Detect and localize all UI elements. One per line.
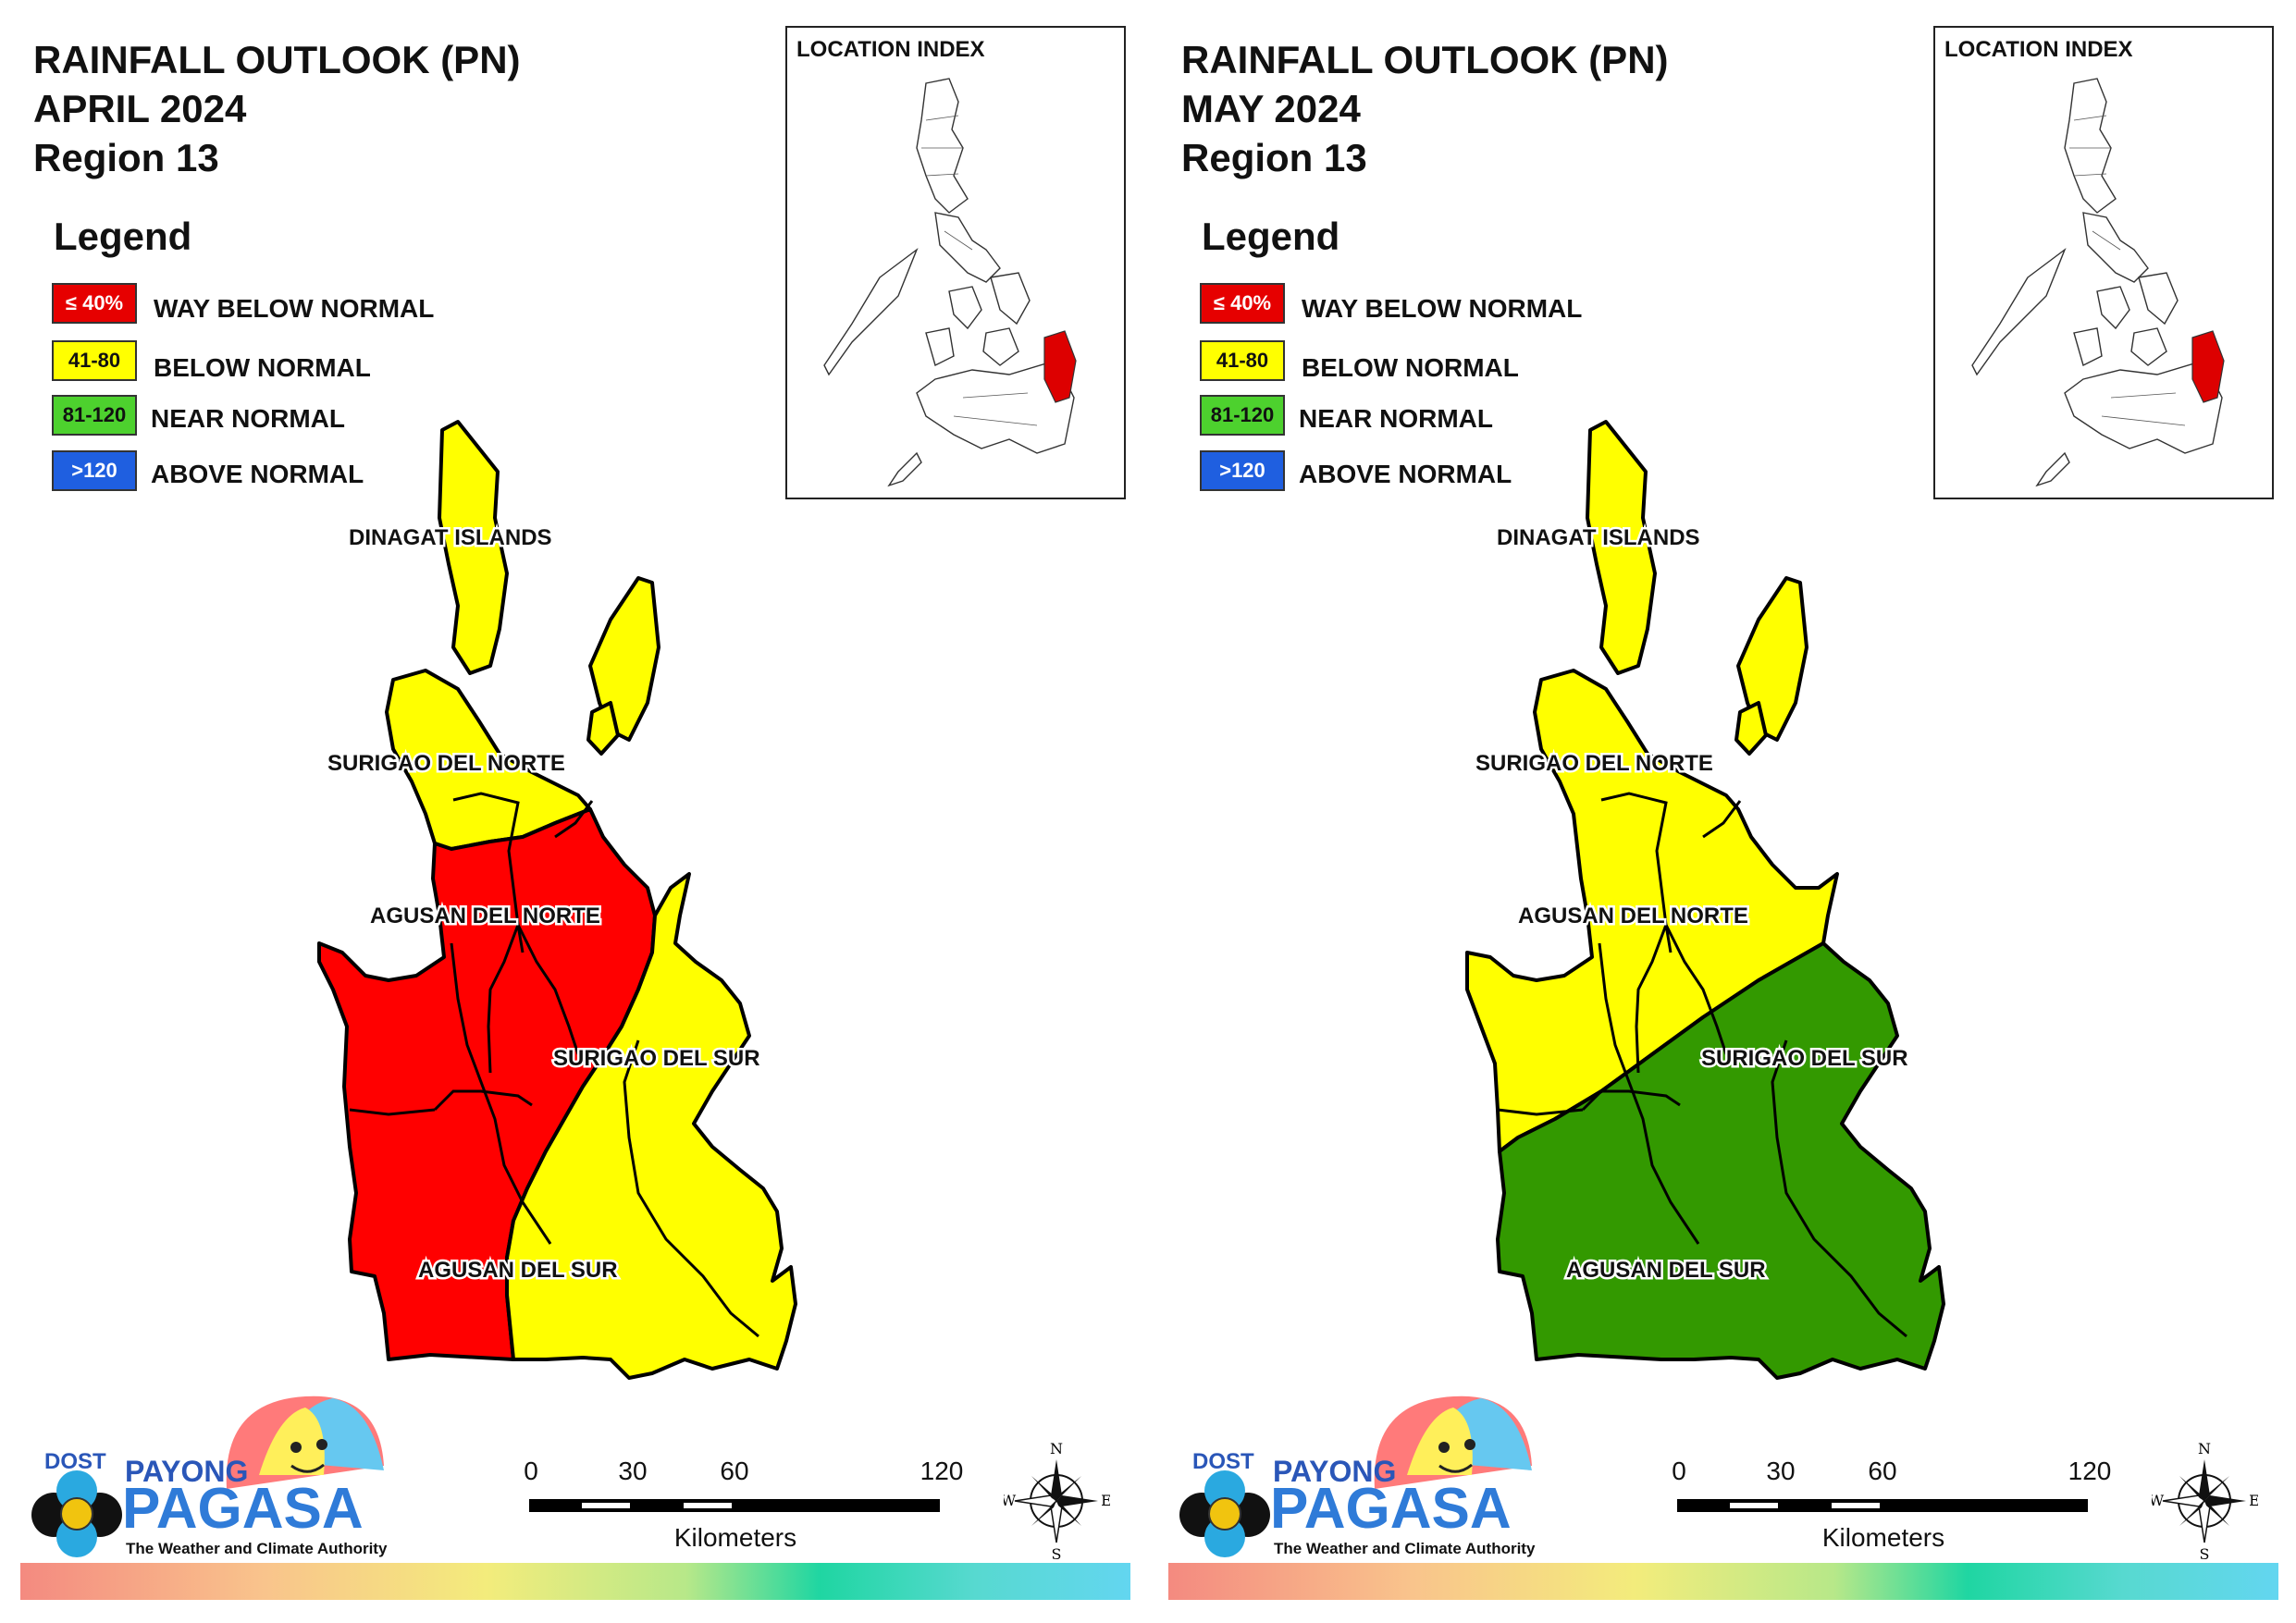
legend-swatch: 41-80 [52,340,137,381]
scale-tick-120: 120 [2068,1457,2112,1485]
compass-rose-icon: N S E W [1004,1441,1110,1561]
label-surigao-del-norte: SURIGAO DEL NORTE [1475,751,1713,776]
label-surigao-del-norte: SURIGAO DEL NORTE [327,751,565,776]
legend-title: Legend [1202,215,1340,258]
location-index-box: LOCATION INDEX [1933,26,2274,499]
scale-bar: 0 30 60 120 Kilometers [1666,1457,2129,1558]
title-month: MAY 2024 [1181,87,1361,130]
legend-swatch: 81-120 [52,395,137,436]
scale-tick-0: 0 [524,1457,538,1485]
footer-gradient-bar [1168,1563,2278,1600]
legend-swatch: ≤ 40% [52,283,137,324]
region-13-highlight [2191,330,2225,403]
dinagat-island [438,420,509,675]
footer-gradient-bar [20,1563,1130,1600]
panel-april: RAINFALL OUTLOOK (PN) APRIL 2024 Region … [20,26,1130,1600]
compass-w: W [1004,1492,1017,1509]
compass-e: E [1101,1492,1110,1509]
label-agusan-del-norte: AGUSAN DEL NORTE [370,904,600,928]
philippines-index-map [1971,78,2225,487]
label-surigao-del-sur: SURIGAO DEL SUR [1701,1046,1908,1071]
legend-swatch: >120 [1200,450,1285,491]
legend-label: BELOW NORMAL [154,353,371,382]
label-dinagat-islands: DINAGAT ISLANDS [349,525,552,550]
logo-pagasa: PAGASA [122,1477,364,1541]
dinagat-island [1586,420,1657,675]
legend-swatch: 81-120 [1200,395,1285,436]
title-line-1: RAINFALL OUTLOOK (PN) [33,38,521,81]
bucas-grande-island [1734,701,1768,756]
province-labels: DINAGAT ISLANDS SURIGAO DEL NORTE AGUSAN… [1474,523,1911,1285]
title-line-1: RAINFALL OUTLOOK (PN) [1181,38,1669,81]
title-region: Region 13 [1181,136,1367,179]
logo-dost: DOST [44,1449,106,1474]
scale-bar-graphic [1677,1499,2088,1512]
location-index-title: LOCATION INDEX [1944,37,2133,62]
title-month: APRIL 2024 [33,87,247,130]
location-index-box: LOCATION INDEX [785,26,1126,499]
label-surigao-del-sur: SURIGAO DEL SUR [553,1046,760,1071]
compass-e: E [2249,1492,2258,1509]
region-13-highlight [1043,330,1077,403]
scale-tick-30: 30 [1766,1457,1796,1485]
label-agusan-del-sur: AGUSAN DEL SUR [418,1258,618,1283]
logo-pagasa: PAGASA [1270,1477,1512,1541]
legend-label: WAY BELOW NORMAL [1302,294,1583,323]
south-green-zone [1496,941,1945,1380]
legend-swatch: ≤ 40% [1200,283,1285,324]
scale-tick-60: 60 [720,1457,749,1485]
title-region: Region 13 [33,136,219,179]
logo-dost: DOST [1192,1449,1254,1474]
scale-unit: Kilometers [673,1523,797,1552]
payong-pagasa-logo: DOST PAYONG PAGASA The Weather and Clima… [1179,1396,1536,1557]
panel-may: RAINFALL OUTLOOK (PN) MAY 2024 Region 13… [1148,0,2296,1623]
label-agusan-del-norte: AGUSAN DEL NORTE [1518,904,1748,928]
label-dinagat-islands: DINAGAT ISLANDS [1497,525,1700,550]
legend-label: ABOVE NORMAL [151,460,364,488]
logo-tagline: The Weather and Climate Authority [126,1540,388,1557]
siargao-island [1736,576,1808,742]
east-coast-zone [505,872,797,1380]
legend-label: NEAR NORMAL [151,404,345,433]
bucas-grande-island [586,701,620,756]
legend-label: BELOW NORMAL [1302,353,1519,382]
compass-s: S [1052,1545,1062,1561]
scale-tick-60: 60 [1868,1457,1897,1485]
map-title: RAINFALL OUTLOOK (PN) MAY 2024 Region 13 [1181,35,1669,182]
scale-tick-30: 30 [618,1457,648,1485]
legend-swatch: 41-80 [1200,340,1285,381]
caraga-rainfall-map: DINAGAT ISLANDS SURIGAO DEL NORTE AGUSAN… [1465,420,1945,1380]
map-title: RAINFALL OUTLOOK (PN) APRIL 2024 Region … [33,35,521,182]
legend-label: NEAR NORMAL [1299,404,1493,433]
province-labels: DINAGAT ISLANDS SURIGAO DEL NORTE AGUSAN… [326,523,763,1285]
scale-bar-graphic [529,1499,940,1512]
compass-n: N [2198,1441,2211,1457]
label-agusan-del-sur: AGUSAN DEL SUR [1566,1258,1766,1283]
philippines-index-map [823,78,1077,487]
logo-payong: PAYONG [1273,1455,1396,1488]
compass-w: W [2152,1492,2165,1509]
legend-label: WAY BELOW NORMAL [154,294,435,323]
siargao-island [588,576,660,742]
payong-pagasa-logo: DOST PAYONG PAGASA The Weather and Clima… [31,1396,388,1557]
location-index-title: LOCATION INDEX [796,37,985,62]
scale-unit: Kilometers [1821,1523,1945,1552]
compass-n: N [1050,1441,1063,1457]
caraga-rainfall-map: DINAGAT ISLANDS SURIGAO DEL NORTE AGUSAN… [317,420,797,1380]
scale-tick-120: 120 [920,1457,964,1485]
legend-label: ABOVE NORMAL [1299,460,1512,488]
compass-rose-icon: N S E W [2152,1441,2258,1561]
legend-swatch: >120 [52,450,137,491]
scale-bar: 0 30 60 120 Kilometers [518,1457,981,1558]
compass-s: S [2200,1545,2210,1561]
scale-tick-0: 0 [1672,1457,1686,1485]
logo-payong: PAYONG [125,1455,248,1488]
logo-tagline: The Weather and Climate Authority [1274,1540,1536,1557]
legend-title: Legend [54,215,192,258]
